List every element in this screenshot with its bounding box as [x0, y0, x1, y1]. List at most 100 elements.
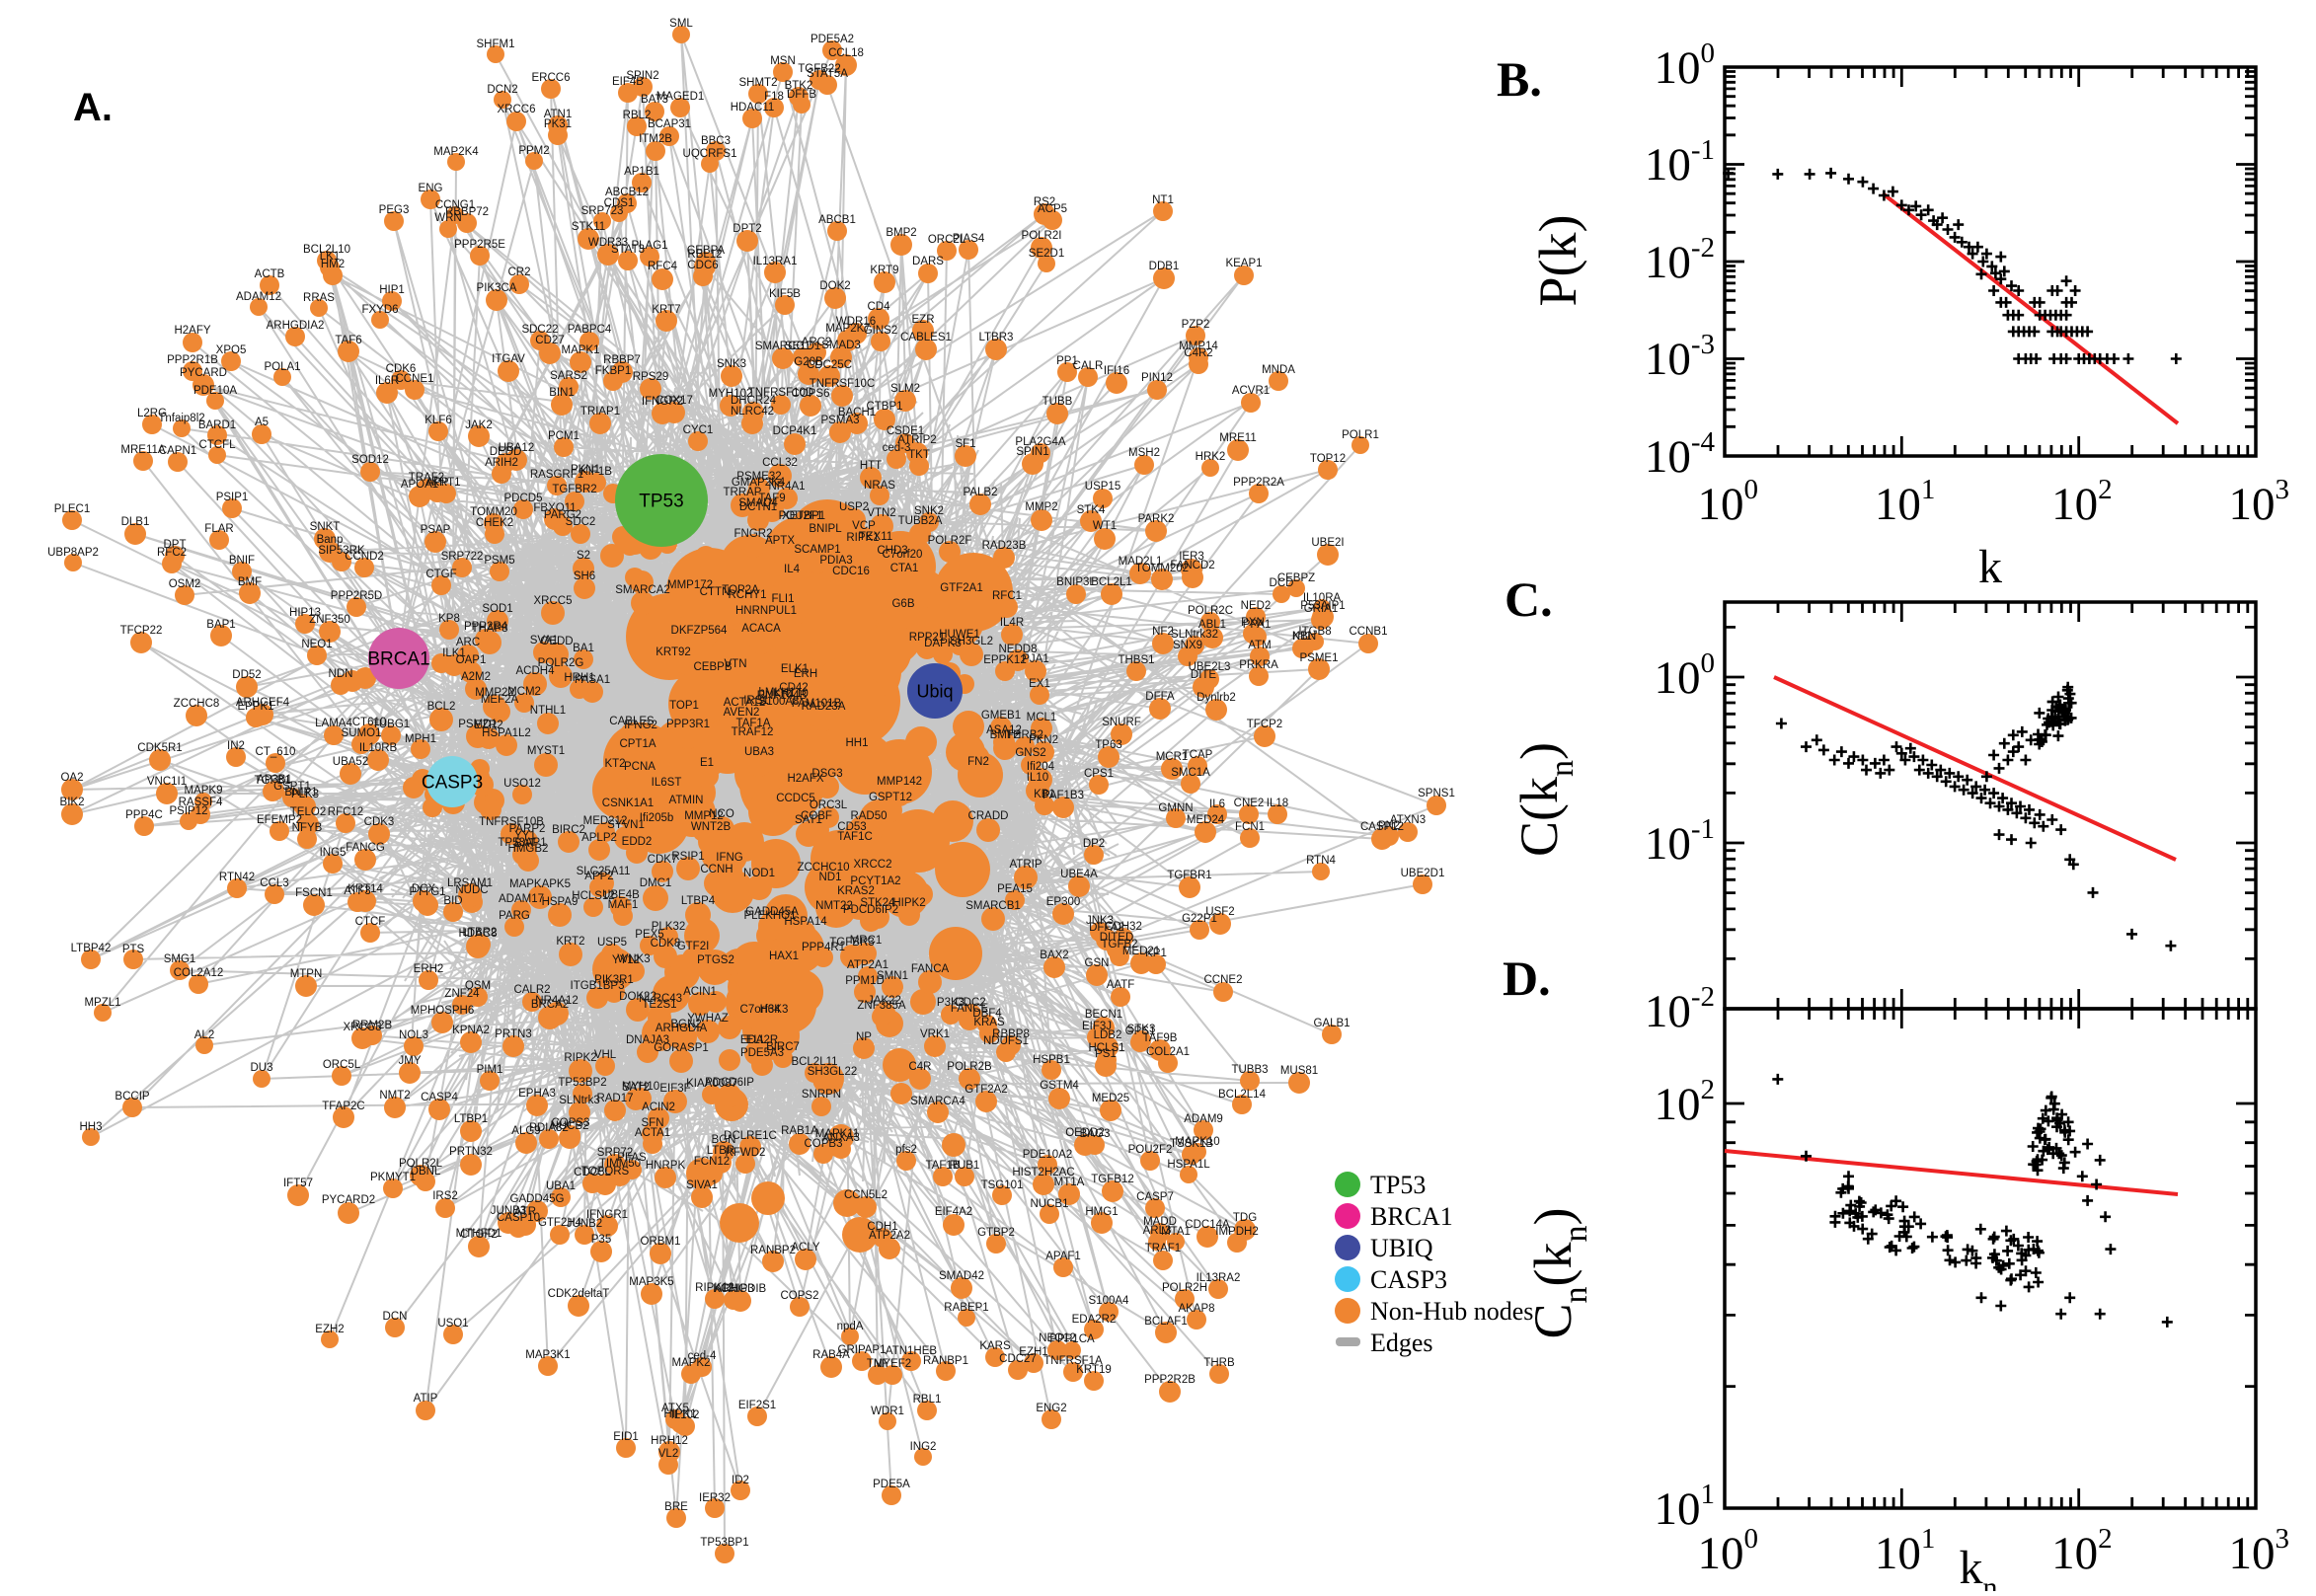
svg-text:MNDA: MNDA	[1262, 364, 1295, 376]
svg-text:MED25: MED25	[1092, 1093, 1129, 1104]
svg-text:JNK3: JNK3	[1086, 915, 1114, 927]
svg-text:CDC14A: CDC14A	[1185, 1219, 1230, 1231]
svg-text:COBF: COBF	[801, 810, 832, 822]
svg-text:GINS2: GINS2	[864, 325, 898, 337]
svg-text:IL10RA: IL10RA	[1303, 592, 1342, 604]
svg-text:OAP1: OAP1	[456, 654, 487, 666]
svg-text:DCD: DCD	[1270, 577, 1294, 589]
svg-text:GTF2H4: GTF2H4	[538, 1217, 582, 1229]
svg-text:RRM2B: RRM2B	[352, 1020, 393, 1031]
svg-text:KB1: KB1	[1034, 789, 1055, 800]
svg-text:C4R: C4R	[908, 1061, 931, 1073]
svg-text:RBL12: RBL12	[687, 249, 722, 261]
svg-text:TOP2A: TOP2A	[722, 584, 759, 596]
svg-text:CCNH: CCNH	[700, 864, 733, 875]
svg-text:DFFB: DFFB	[787, 89, 816, 101]
svg-text:SFN: SFN	[642, 1117, 664, 1129]
svg-text:CDS1: CDS1	[604, 197, 635, 209]
svg-text:DPT2: DPT2	[733, 223, 761, 235]
svg-text:DPT: DPT	[164, 539, 187, 551]
svg-text:PPP2R2B: PPP2R2B	[1144, 1374, 1196, 1386]
svg-text:ATF3: ATF3	[344, 885, 370, 897]
svg-text:ELL: ELL	[746, 1034, 767, 1046]
svg-text:pfs2: pfs2	[895, 1144, 917, 1156]
svg-text:P53AIP1: P53AIP1	[1300, 600, 1345, 612]
svg-text:FLAR: FLAR	[204, 523, 233, 535]
svg-text:MPH1: MPH1	[405, 733, 436, 745]
svg-text:CEBPZ: CEBPZ	[1277, 572, 1315, 584]
svg-text:COPS2: COPS2	[781, 1290, 819, 1302]
svg-text:COL2A12: COL2A12	[174, 967, 224, 979]
svg-text:CABLES: CABLES	[609, 716, 655, 727]
svg-text:TAF6: TAF6	[335, 335, 361, 346]
svg-text:IL102: IL102	[671, 1409, 700, 1421]
svg-text:IER3: IER3	[1179, 551, 1204, 563]
svg-text:KP1: KP1	[1145, 948, 1167, 959]
svg-text:HMG1: HMG1	[1085, 1206, 1118, 1218]
svg-text:OSM: OSM	[465, 980, 491, 992]
svg-text:BIN1: BIN1	[549, 387, 575, 399]
svg-text:ZCCHC8: ZCCHC8	[174, 698, 220, 710]
svg-text:BMP2: BMP2	[886, 227, 916, 239]
svg-text:SARS2: SARS2	[550, 370, 587, 382]
svg-text:SAT1: SAT1	[795, 814, 822, 826]
svg-text:NBN: NBN	[1292, 631, 1316, 643]
svg-text:USF2: USF2	[1205, 906, 1234, 918]
svg-text:PSAP: PSAP	[421, 524, 451, 536]
svg-text:DITE: DITE	[1191, 669, 1217, 681]
svg-text:UBIQ: UBIQ	[1370, 1234, 1433, 1262]
svg-text:BCLAF1: BCLAF1	[1144, 1316, 1187, 1328]
svg-text:RASGRF1: RASGRF1	[530, 469, 583, 481]
svg-text:SMARCA2: SMARCA2	[615, 584, 670, 596]
svg-text:XPO5: XPO5	[216, 344, 247, 356]
svg-text:SMAD42: SMAD42	[939, 1270, 984, 1282]
svg-text:PDE5A: PDE5A	[873, 1479, 910, 1490]
svg-text:CEBPB: CEBPB	[694, 661, 733, 673]
svg-text:TNFRSF10B: TNFRSF10B	[479, 816, 544, 828]
svg-text:RIPK2: RIPK2	[564, 1052, 596, 1064]
svg-text:PPP2R1B: PPP2R1B	[167, 354, 218, 366]
svg-text:TGFB2: TGFB2	[1101, 939, 1137, 950]
svg-text:EIF3J: EIF3J	[1082, 1021, 1112, 1032]
svg-text:APP: APP	[425, 477, 448, 489]
svg-text:ELK1: ELK1	[781, 663, 809, 675]
svg-text:TGFBR3: TGFBR3	[829, 937, 874, 949]
svg-text:ORBM1: ORBM1	[641, 1236, 681, 1248]
svg-text:ced-3: ced-3	[883, 442, 911, 454]
svg-text:CASP4: CASP4	[421, 1092, 458, 1103]
svg-text:PARP2: PARP2	[509, 823, 546, 835]
svg-text:A2M2: A2M2	[461, 671, 491, 683]
svg-text:Tnfaip8l2: Tnfaip8l2	[158, 413, 204, 424]
svg-text:ASA12: ASA12	[986, 724, 1022, 736]
svg-text:UBA1: UBA1	[546, 1180, 576, 1192]
svg-text:C7orf64: C7orf64	[740, 1004, 782, 1016]
svg-text:XETBP1: XETBP1	[782, 510, 825, 522]
svg-text:BAT: BAT	[514, 838, 536, 850]
svg-text:CTGF2: CTGF2	[460, 1229, 498, 1241]
svg-text:PLK32: PLK32	[652, 921, 686, 933]
svg-text:USO1: USO1	[437, 1318, 468, 1330]
svg-text:PASA1: PASA1	[575, 674, 610, 686]
svg-text:POLA1: POLA1	[264, 361, 300, 373]
svg-text:A5: A5	[255, 417, 269, 428]
svg-text:MYST1: MYST1	[527, 745, 565, 757]
svg-text:RFC2: RFC2	[157, 547, 187, 559]
svg-text:PZP2: PZP2	[1182, 319, 1210, 331]
svg-text:PDE10A: PDE10A	[193, 385, 237, 397]
svg-text:ACLY: ACLY	[791, 1242, 820, 1254]
svg-text:AKAP8: AKAP8	[1178, 1303, 1214, 1315]
svg-text:ATN1HEB: ATN1HEB	[886, 1345, 938, 1357]
svg-text:ID2: ID2	[732, 1475, 749, 1486]
svg-text:KT2: KT2	[604, 758, 625, 770]
svg-text:IL13RA1: IL13RA1	[753, 256, 798, 267]
svg-text:MTHFD1: MTHFD1	[456, 1228, 502, 1240]
svg-text:ATP2A2: ATP2A2	[869, 1230, 910, 1242]
svg-text:TOP12: TOP12	[1310, 453, 1346, 465]
svg-text:PPP1CA: PPP1CA	[1049, 1333, 1095, 1345]
svg-text:PIK3CA: PIK3CA	[477, 282, 517, 294]
svg-text:MCL1: MCL1	[1027, 712, 1057, 723]
svg-text:PSME32: PSME32	[736, 471, 781, 483]
svg-text:CCNE2: CCNE2	[1204, 974, 1243, 986]
svg-text:OEDD2: OEDD2	[1065, 1127, 1105, 1139]
svg-text:BNIF: BNIF	[229, 555, 255, 567]
